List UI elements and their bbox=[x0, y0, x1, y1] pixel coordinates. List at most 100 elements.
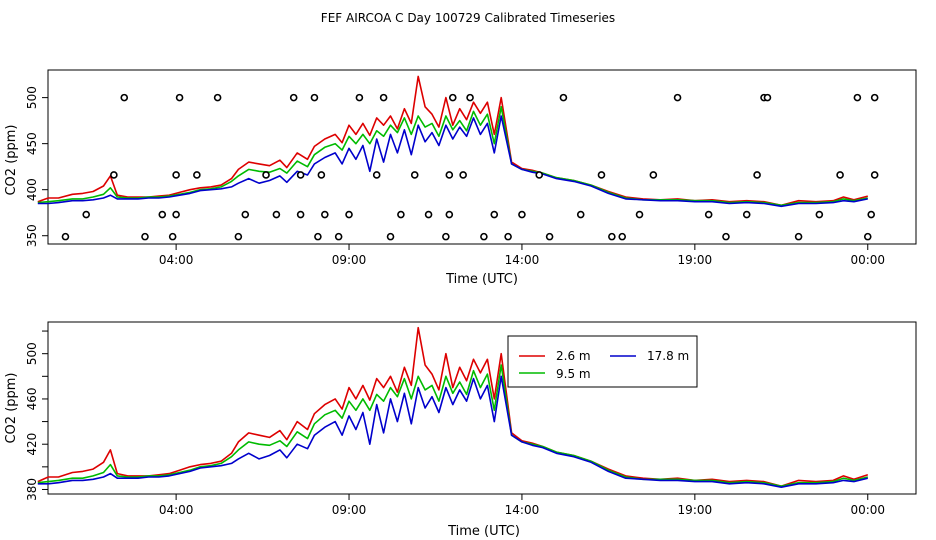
sample-point bbox=[704, 210, 713, 219]
sample-point bbox=[870, 93, 879, 102]
y-tick-label: 420 bbox=[25, 433, 39, 456]
sample-point bbox=[158, 210, 167, 219]
sample-point bbox=[635, 210, 644, 219]
sample-point bbox=[213, 93, 222, 102]
sample-point bbox=[518, 210, 526, 219]
sample-point bbox=[445, 171, 454, 179]
sample-point bbox=[722, 232, 730, 241]
sample-point bbox=[355, 93, 364, 102]
sample-point bbox=[310, 93, 319, 102]
sample-point bbox=[168, 232, 177, 241]
sample-point bbox=[649, 171, 658, 179]
bottom-series bbox=[37, 326, 869, 489]
chart-title: FEF AIRCOA C Day 100729 Calibrated Times… bbox=[321, 11, 615, 25]
sample-point bbox=[504, 232, 512, 241]
sample-point bbox=[480, 232, 488, 241]
sample-point bbox=[61, 232, 70, 241]
sample-point bbox=[317, 171, 326, 179]
sample-point bbox=[262, 171, 270, 179]
bottom-y-axis-label: CO2 (ppm) bbox=[4, 372, 19, 443]
sample-point bbox=[742, 210, 751, 219]
sample-point bbox=[172, 171, 180, 179]
sample-point bbox=[296, 171, 305, 179]
legend-label-17-8m: 17.8 m bbox=[647, 349, 689, 363]
top-plot-frame bbox=[47, 69, 917, 245]
x-tick-label: 09:00 bbox=[332, 503, 367, 517]
x-tick-label: 04:00 bbox=[159, 503, 194, 517]
top-y-axis: 350 400 450 500 bbox=[25, 86, 48, 247]
sample-point bbox=[289, 93, 298, 102]
sample-point bbox=[597, 171, 606, 179]
sample-point bbox=[386, 232, 395, 241]
sample-point bbox=[410, 171, 419, 179]
sample-point bbox=[753, 171, 761, 179]
x-tick-label: 14:00 bbox=[505, 253, 540, 267]
y-tick-label: 380 bbox=[25, 478, 39, 501]
sample-point bbox=[193, 171, 201, 179]
y-tick-label: 350 bbox=[25, 224, 39, 247]
sample-point bbox=[314, 232, 322, 241]
series-line-9-5-m bbox=[37, 106, 868, 207]
bottom-plot-frame bbox=[47, 321, 917, 495]
sample-point bbox=[867, 210, 876, 219]
sample-point bbox=[334, 232, 343, 241]
sample-point bbox=[379, 93, 388, 102]
sample-point bbox=[853, 93, 862, 102]
sample-point bbox=[172, 210, 180, 219]
sample-point bbox=[120, 93, 129, 102]
top-panel: 04:00 09:00 14:00 19:00 00:00 350 400 450 500 T… bbox=[4, 69, 917, 287]
sample-point bbox=[794, 232, 803, 241]
sample-point bbox=[673, 93, 682, 102]
y-tick-label: 400 bbox=[25, 178, 39, 201]
y-tick-label: 500 bbox=[25, 342, 39, 365]
sample-point bbox=[321, 210, 329, 219]
sample-point bbox=[372, 171, 381, 179]
x-tick-label: 00:00 bbox=[850, 253, 885, 267]
sample-point bbox=[559, 93, 568, 102]
sample-point bbox=[763, 93, 772, 102]
bottom-x-axis: 04:00 09:00 14:00 19:00 00:00 bbox=[159, 494, 885, 517]
legend: 2.6 m 9.5 m 17.8 m bbox=[507, 335, 698, 388]
x-tick-label: 14:00 bbox=[505, 503, 540, 517]
sample-point bbox=[345, 210, 353, 219]
sample-point bbox=[272, 210, 281, 219]
series-line-9-5-m bbox=[37, 364, 868, 487]
sample-point bbox=[397, 210, 405, 219]
x-tick-label: 09:00 bbox=[332, 253, 367, 267]
sample-point bbox=[466, 93, 474, 102]
legend-label-9-5m: 9.5 m bbox=[556, 367, 591, 381]
sample-point bbox=[815, 210, 824, 219]
x-tick-label: 00:00 bbox=[850, 503, 885, 517]
sample-point bbox=[241, 210, 250, 219]
bottom-y-axis: 380 420 460 500 bbox=[25, 330, 48, 501]
sample-point bbox=[110, 171, 118, 179]
sample-point bbox=[608, 232, 616, 241]
bottom-x-axis-label: Time (UTC) bbox=[447, 524, 520, 539]
top-x-axis: 04:00 09:00 14:00 19:00 00:00 bbox=[159, 244, 885, 267]
sample-point bbox=[175, 93, 184, 102]
x-tick-label: 19:00 bbox=[678, 253, 713, 267]
sample-point bbox=[836, 171, 844, 179]
sample-point bbox=[448, 93, 457, 102]
sample-point bbox=[618, 232, 627, 241]
legend-box bbox=[507, 335, 698, 388]
top-points bbox=[61, 93, 879, 241]
sample-point bbox=[442, 232, 450, 241]
sample-point bbox=[82, 210, 91, 219]
bottom-panel: 04:00 09:00 14:00 19:00 00:00 380 420 460 500 T… bbox=[4, 321, 917, 539]
x-tick-label: 04:00 bbox=[159, 253, 194, 267]
legend-label-2-6m: 2.6 m bbox=[556, 349, 591, 363]
sample-point bbox=[234, 232, 243, 241]
y-tick-label: 450 bbox=[25, 132, 39, 155]
sample-point bbox=[459, 171, 467, 179]
sample-point bbox=[445, 210, 454, 219]
sample-point bbox=[424, 210, 433, 219]
top-x-axis-label: Time (UTC) bbox=[445, 272, 518, 287]
series-line-17-8-m bbox=[37, 375, 868, 489]
y-tick-label: 500 bbox=[25, 86, 39, 109]
top-series bbox=[37, 75, 869, 208]
sample-point bbox=[545, 232, 554, 241]
sample-point bbox=[576, 210, 585, 219]
series-line-2-6-m bbox=[37, 326, 869, 487]
